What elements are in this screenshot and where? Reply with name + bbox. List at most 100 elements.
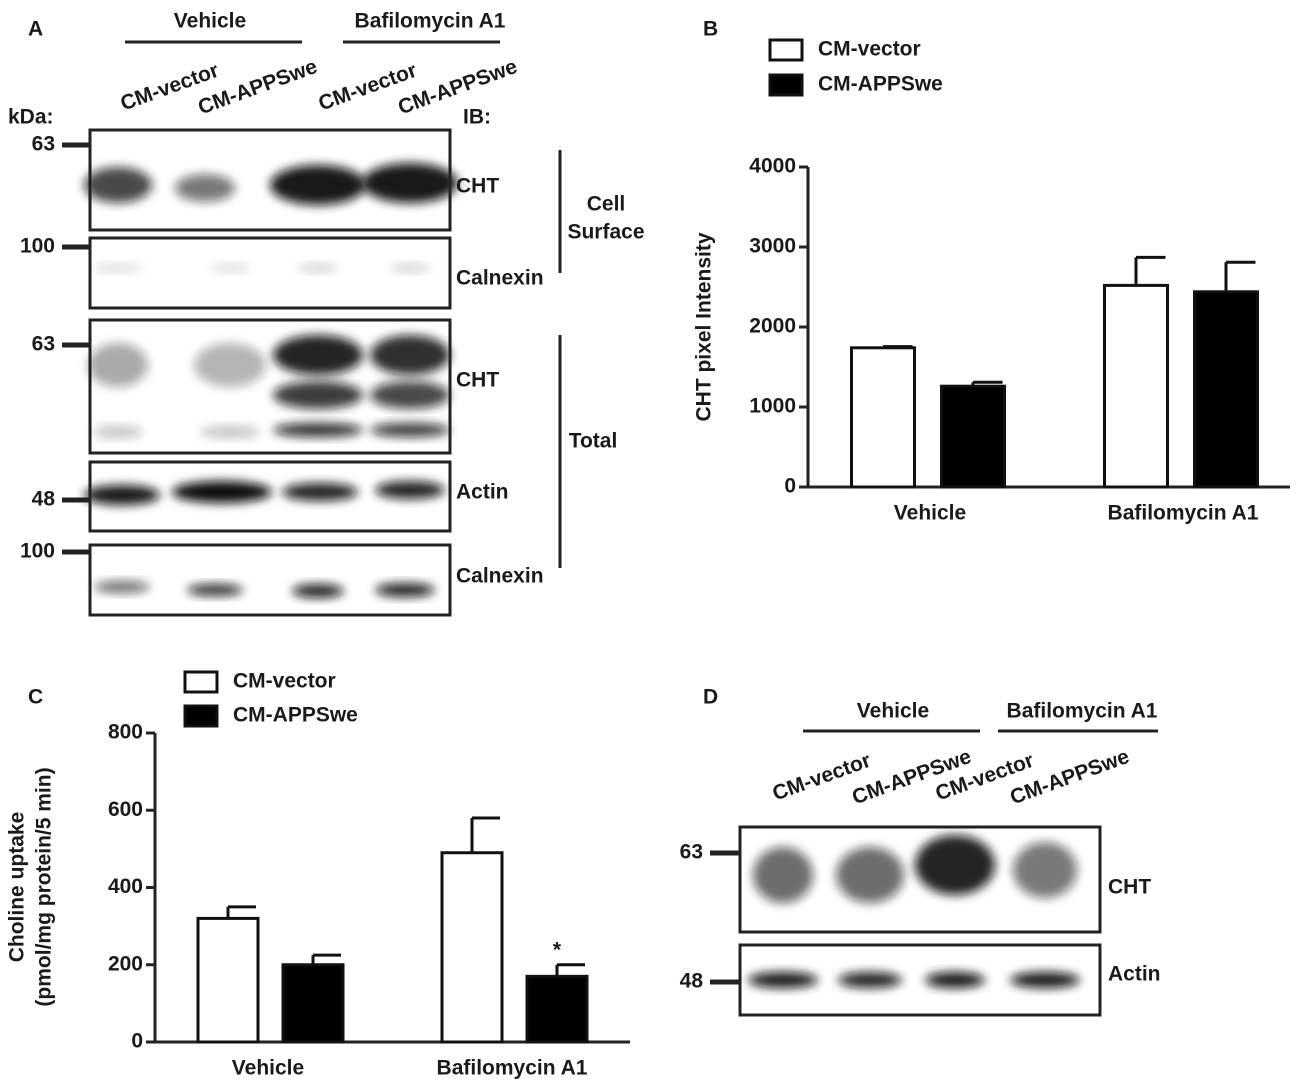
panel-letter: C [28,686,43,709]
blot [88,543,452,617]
band [836,847,904,903]
band [375,481,445,499]
band [93,426,143,438]
blot-label: Actin [1108,963,1161,986]
blot-label: CHT [1108,876,1151,899]
band [925,972,985,988]
annotation: * [553,938,562,961]
band [200,426,260,438]
band [915,835,995,895]
band [84,167,152,203]
marker-label: 63 [32,333,55,356]
legend-swatch [183,704,219,728]
band [292,584,344,598]
group-label: Vehicle [174,10,246,33]
legend-label: CM-vector [233,670,336,693]
legend-label: CM-APPSwe [233,704,358,727]
band [1010,972,1080,988]
x-tick-label: Bafilomycin A1 [1108,502,1259,525]
bracket-label: Total [569,430,618,453]
marker-label: 48 [32,488,56,511]
blot-label: Actin [456,481,509,504]
bar [940,384,1006,489]
band [93,264,143,272]
marker-label: 100 [20,235,55,258]
y-tick-label: 4000 [749,155,796,178]
band [84,485,160,505]
y-tick-label: 0 [784,475,796,498]
band [270,165,366,205]
panel-letter: A [28,18,43,41]
band [370,381,450,409]
legend-swatch [183,670,219,694]
legend-swatch [768,73,804,97]
blot [84,128,458,232]
blot-frame [88,128,452,232]
bar [1103,283,1169,489]
band [282,483,358,501]
blot [84,460,452,533]
blot-frame [88,236,452,310]
bar [1193,290,1259,489]
band [175,174,235,202]
band [362,163,458,203]
blot-frame [88,460,452,533]
band [194,343,266,387]
band [88,343,148,387]
ib-label: IB: [463,106,491,129]
bracket-label: Surface [567,221,644,244]
band [375,583,435,597]
blot [738,825,1102,934]
y-tick-label: 3000 [749,235,796,258]
y-tick-label: 200 [108,952,143,975]
marker-label: 63 [680,841,703,864]
bracket-label: Cell [587,193,626,216]
blot [88,318,452,455]
blot [88,236,452,310]
band [370,423,450,437]
blot-label: CHT [456,175,499,198]
band [94,581,150,593]
band [298,264,338,272]
marker-label: 63 [32,133,55,156]
y-tick-label: 600 [108,798,143,821]
blot-frame [88,543,452,617]
blot-frame [88,318,452,455]
legend-label: CM-vector [818,38,921,61]
y-tick-label: 0 [131,1030,143,1053]
y-axis-label: Choline uptake [6,812,29,963]
band [273,423,363,437]
bar [850,346,916,489]
y-axis-label: CHT pixel Intensity [693,232,716,421]
x-tick-label: Vehicle [232,1057,304,1080]
y-tick-label: 800 [108,721,143,744]
y-axis-label: (pmol/mg protein/5 min) [33,767,56,1006]
band [370,335,450,375]
marker-label: 100 [20,540,55,563]
band [273,381,363,409]
bar [196,916,260,1044]
x-tick-label: Bafilomycin A1 [437,1057,588,1080]
group-label: Vehicle [857,700,929,723]
y-tick-label: 400 [108,875,143,898]
band [273,335,363,375]
y-tick-label: 2000 [749,315,796,338]
band [748,972,818,988]
group-label: Bafilomycin A1 [355,10,506,33]
band [172,481,272,503]
bar [440,851,504,1044]
group-label: Bafilomycin A1 [1007,700,1158,723]
y-tick-label: 1000 [749,395,796,418]
panel-letter: D [703,686,718,709]
legend-label: CM-APPSwe [818,73,943,96]
legend-swatch [768,38,804,62]
blot-frame [738,825,1102,934]
band [838,972,902,988]
blot-label: Calnexin [456,267,544,290]
band [753,847,813,903]
band [390,264,430,272]
bar [525,974,589,1044]
panel-letter: B [703,18,718,41]
blot [738,943,1102,1017]
